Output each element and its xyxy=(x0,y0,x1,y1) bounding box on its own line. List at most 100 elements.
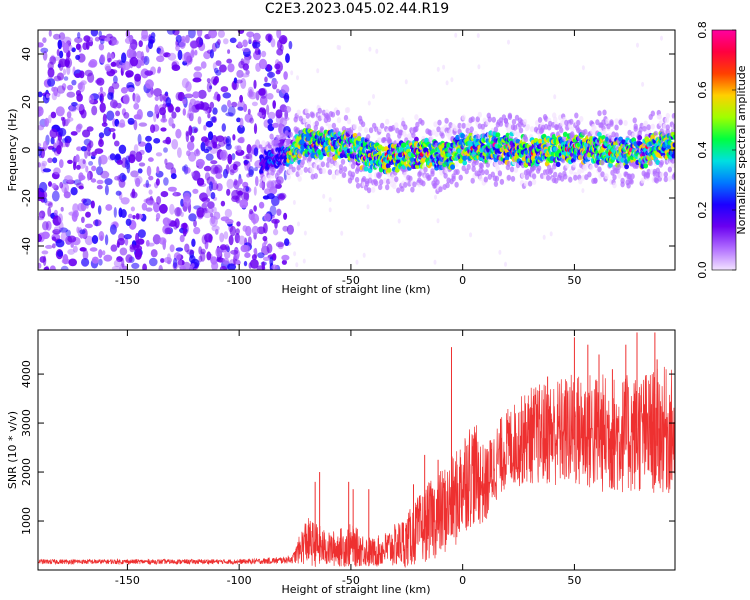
spectrogram-noise-cell xyxy=(201,197,211,203)
spectrogram-noise-cell xyxy=(216,93,221,102)
spectrogram-noise-cell xyxy=(210,160,218,165)
spectrogram-noise-cell xyxy=(165,162,174,170)
spectrogram-noise-cell xyxy=(125,218,132,226)
spectrogram-noise-cell xyxy=(206,81,212,93)
spectrogram-noise-cell xyxy=(48,202,53,208)
spectrogram-noise-cell xyxy=(328,207,332,213)
spectrogram-noise-cell xyxy=(196,30,203,38)
spectrogram-signal-cell xyxy=(569,118,574,125)
spectrogram-noise-cell xyxy=(155,212,161,220)
spectrogram-noise-cell xyxy=(173,190,177,197)
spectrogram-noise-cell xyxy=(235,228,240,235)
spectrogram-signal-cell xyxy=(342,166,348,173)
spectrogram-noise-cell xyxy=(219,265,227,270)
spectrogram-signal-cell xyxy=(672,123,675,130)
spectrogram-noise-cell xyxy=(227,49,231,54)
spectrogram-signal-cell xyxy=(646,124,651,131)
spectrogram-noise-cell xyxy=(185,34,190,44)
spectrogram-signal-cell xyxy=(450,164,455,170)
spectrogram-noise-cell xyxy=(284,92,290,103)
spectrogram-noise-cell xyxy=(206,78,211,83)
spectrogram-noise-cell xyxy=(96,185,103,190)
x-tick-label: 0 xyxy=(459,274,466,287)
spectrogram-signal-cell xyxy=(614,124,619,131)
spectrogram-noise-cell xyxy=(130,206,135,212)
spectrogram-noise-cell xyxy=(67,84,74,91)
spectrogram-noise-cell xyxy=(274,183,282,189)
spectrogram-noise-cell xyxy=(84,69,93,77)
spectrogram-noise-cell xyxy=(109,69,118,74)
spectrogram-noise-cell xyxy=(84,148,88,159)
spectrogram-noise-cell xyxy=(113,259,121,268)
spectrogram-noise-cell xyxy=(98,231,105,241)
spectrogram-noise-cell xyxy=(135,177,141,187)
spectrogram-noise-cell xyxy=(201,136,209,143)
x-tick-label: -100 xyxy=(227,574,252,587)
spectrogram-noise-cell xyxy=(51,236,57,241)
y-tick-label: 1000 xyxy=(20,507,33,535)
spectrogram-noise-cell xyxy=(248,91,258,100)
spectrogram-signal-cell xyxy=(377,137,382,144)
spectrogram-signal-cell xyxy=(460,133,466,139)
spectrogram-noise-cell xyxy=(197,89,207,99)
spectrogram-noise-cell xyxy=(155,178,160,186)
spectrogram-signal-cell xyxy=(487,116,492,123)
spectrogram-noise-cell xyxy=(42,168,52,173)
spectrogram-noise-cell xyxy=(175,44,180,52)
spectrogram-signal-cell xyxy=(327,123,333,130)
spectrogram-noise-cell xyxy=(504,261,507,267)
spectrogram-noise-cell xyxy=(140,35,150,42)
spectrogram-noise-cell xyxy=(49,56,57,65)
spectrogram-noise-cell xyxy=(182,222,188,229)
spectrogram-noise-cell xyxy=(251,254,257,261)
spectrogram-signal-cell xyxy=(648,160,653,167)
spectrogram-noise-cell xyxy=(209,49,214,59)
spectrogram-signal-cell xyxy=(559,127,564,134)
spectrogram-noise-cell xyxy=(208,30,218,39)
spectrogram-signal-cell xyxy=(659,159,664,166)
spectrogram-signal-cell xyxy=(563,173,568,180)
spectrogram-noise-cell xyxy=(397,218,401,224)
spectrogram-signal-cell xyxy=(331,173,337,180)
spectrogram-noise-cell xyxy=(142,263,147,270)
spectrogram-signal-cell xyxy=(626,182,631,189)
spectrogram-noise-cell xyxy=(660,35,663,41)
spectrogram-noise-cell xyxy=(104,234,109,246)
spectrogram-noise-cell xyxy=(150,124,156,133)
spectrogram-noise-cell xyxy=(104,178,113,186)
spectrogram-noise-cell xyxy=(163,257,172,264)
spectrogram-signal-cell xyxy=(367,172,373,179)
spectrogram-signal-cell xyxy=(665,124,670,131)
spectrogram-signal-cell xyxy=(355,182,361,189)
spectrogram-noise-cell xyxy=(171,111,177,119)
spectrogram-signal-cell xyxy=(313,173,318,179)
spectrogram-noise-cell xyxy=(96,77,105,86)
colorbar-tick-label: 0.6 xyxy=(696,81,709,99)
spectrogram-noise-cell xyxy=(581,65,585,71)
spectrogram-signal-cell xyxy=(579,116,584,122)
spectrogram-noise-cell xyxy=(274,63,281,70)
spectrogram-noise-cell xyxy=(77,202,85,212)
spectrogram-signal-cell xyxy=(352,123,358,130)
spectrogram-noise-cell xyxy=(137,168,143,174)
spectrogram-signal-cell xyxy=(518,127,524,134)
spectrogram-noise-cell xyxy=(88,94,95,104)
spectrogram-noise-cell xyxy=(272,122,279,128)
spectrogram-noise-cell xyxy=(185,131,190,143)
spectrogram-noise-cell xyxy=(80,146,88,152)
spectrogram-signal-cell xyxy=(469,126,474,133)
spectrogram-noise-cell xyxy=(131,262,140,269)
colorbar-tick-label: 0.0 xyxy=(696,261,709,279)
spectrogram-noise-cell xyxy=(38,106,44,117)
spectrogram-noise-cell xyxy=(272,100,277,109)
spectrogram-signal-cell xyxy=(357,125,363,132)
spectrogram-noise-cell xyxy=(60,265,69,270)
spectrogram-noise-cell xyxy=(222,92,232,99)
spectrogram-noise-cell xyxy=(253,186,257,196)
spectrogram-noise-cell xyxy=(55,239,65,248)
spectrogram-signal-cell xyxy=(408,175,413,182)
spectrogram-noise-cell xyxy=(192,77,202,83)
spectrogram-noise-cell xyxy=(137,133,142,145)
spectrogram-noise-cell xyxy=(240,78,247,89)
